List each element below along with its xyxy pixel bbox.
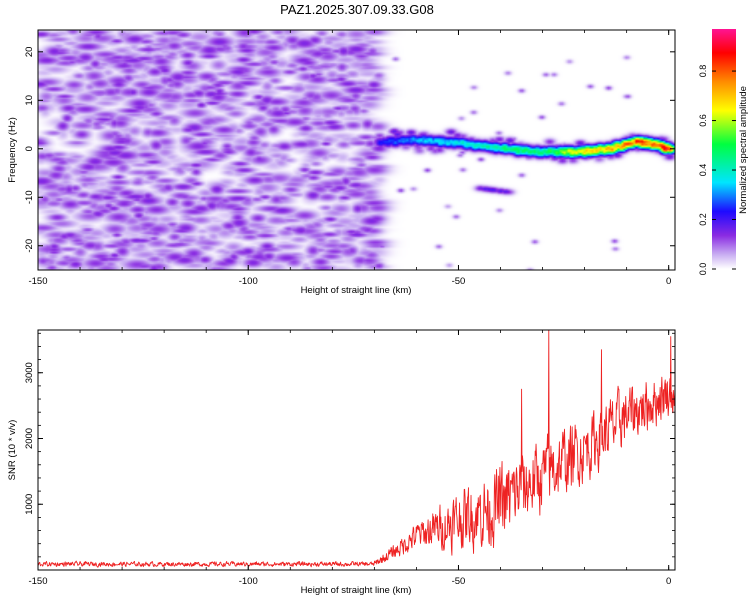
colorbar-tick-label: 0.8 [698,65,708,78]
y-tick-label: 1000 [24,494,35,515]
snr-panel: -150 -100 -50 0 1000 2000 3000 Height of strai… [7,329,676,596]
colorbar-tick-label: 0.6 [698,114,708,127]
y-tick-label: -10 [24,190,35,204]
y-tick-label: 20 [24,47,35,58]
colorbar-tick-label: 0.0 [698,263,708,276]
spectrogram-frame [37,29,676,271]
x-tick-label: -150 [28,276,47,287]
snr-ylabel: SNR (10 * v/v) [7,420,18,481]
x-tick-label: 0 [666,276,671,287]
colorbar-tick-label: 0.2 [698,213,708,226]
y-tick-label: 2000 [24,428,35,449]
colorbar-tick-label: 0.4 [698,164,708,177]
x-tick-label: -100 [239,276,258,287]
snr-series-line [38,330,675,568]
x-tick-label: -50 [452,276,466,287]
spectrogram-xlabel: Height of straight line (km) [301,285,412,296]
snr-plot-area [38,330,675,570]
x-tick-label: -50 [452,576,466,587]
snr-frame [37,329,676,571]
x-tick-label: 0 [666,576,671,587]
figure-title: PAZ1.2025.307.09.33.G08 [280,2,434,17]
y-tick-label: 10 [24,95,35,106]
x-tick-label: -150 [28,576,47,587]
spectrogram-ylabel: Frequency (Hz) [7,117,18,182]
colorbar-label: Normalized spectral amplitude [738,86,749,214]
y-tick-label: 0 [24,146,35,151]
snr-xlabel: Height of straight line (km) [301,585,412,596]
colorbar-gradient [712,29,736,269]
spectrogram-image [38,30,675,270]
colorbar: 0.0 0.2 0.4 0.6 0.8 Normalized spectral ampl… [698,29,749,275]
y-tick-label: -20 [24,239,35,253]
y-tick-label: 3000 [24,362,35,383]
x-tick-label: -100 [239,576,258,587]
